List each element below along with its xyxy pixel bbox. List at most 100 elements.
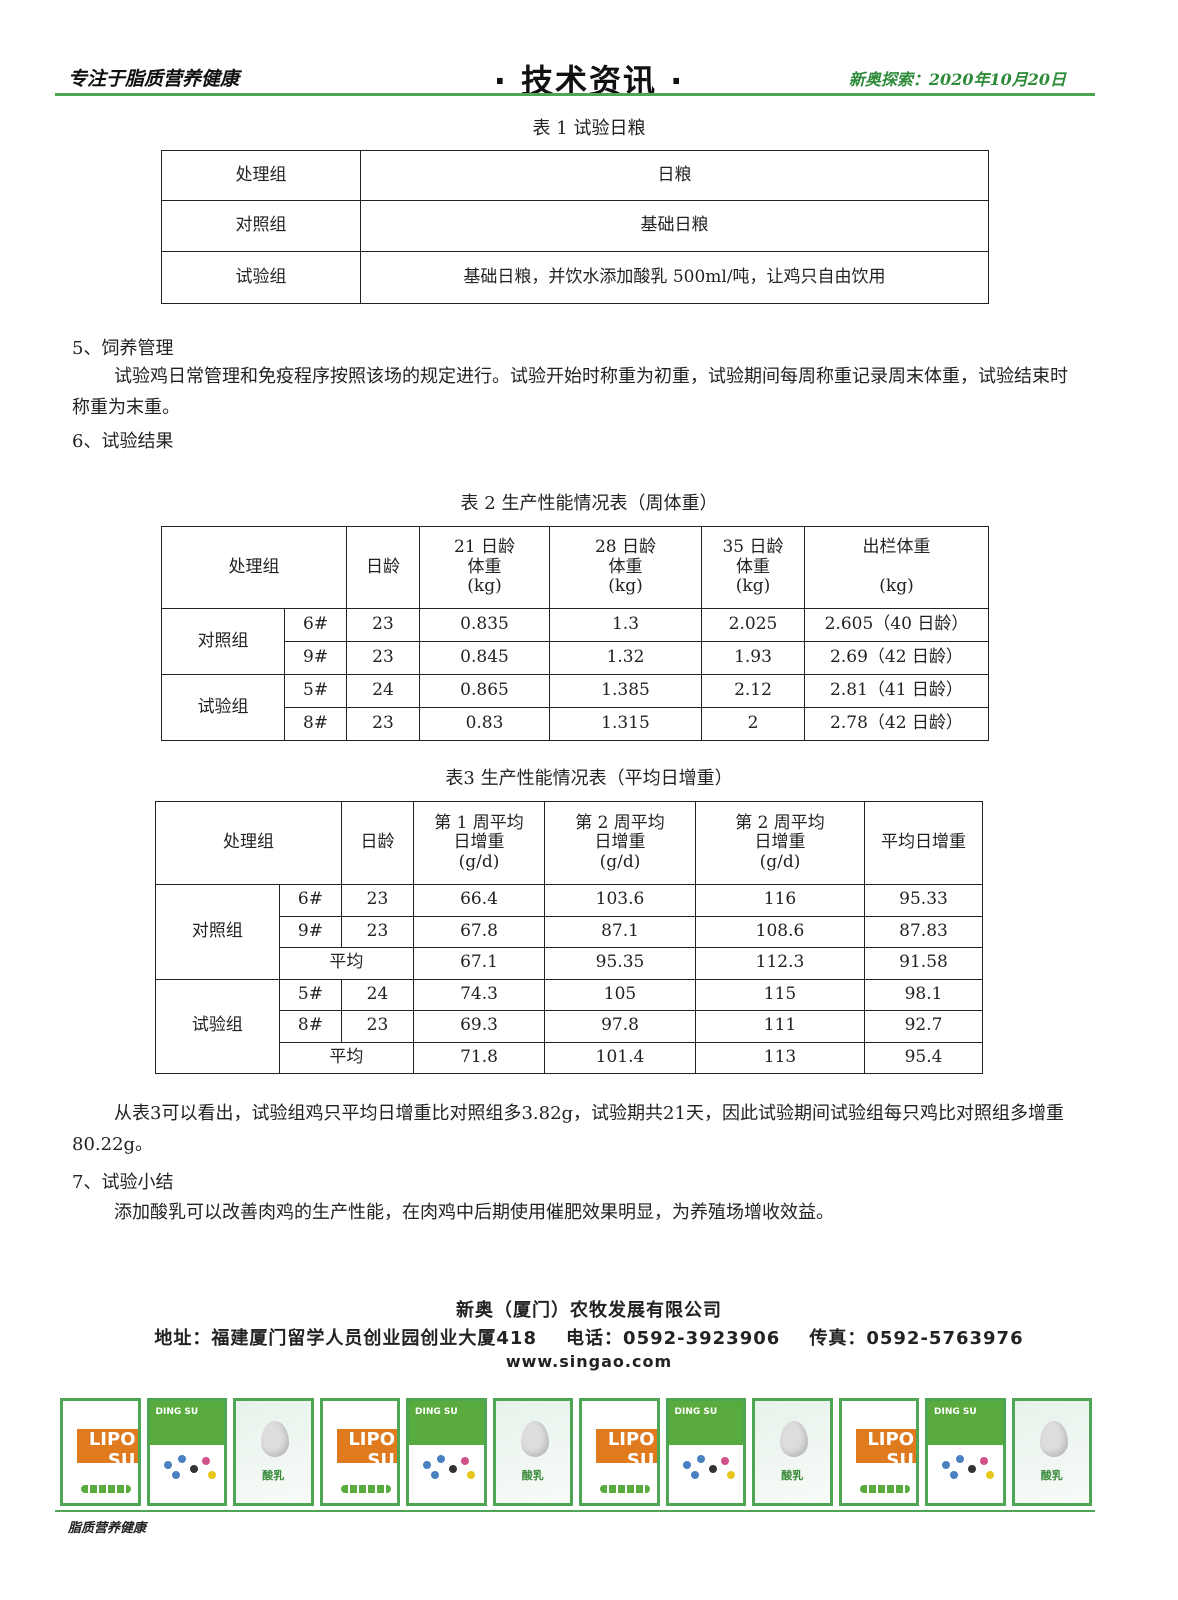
product-card-lipo: LIPO SU [60, 1398, 141, 1506]
table-cell: 67.1 [413, 947, 545, 980]
molecule-icon [682, 1461, 691, 1469]
header-divider [55, 93, 1095, 96]
table-cell: 2.12 [701, 674, 805, 708]
table1-cell: 基础日粮 [360, 200, 989, 252]
table-cell: 8# [284, 707, 347, 741]
table-row: 8# 23 69.3 97.8 111 92.7 [156, 1010, 983, 1043]
table-cell: 35 日龄 体重 (kg) [701, 526, 805, 609]
table-cell: 95.35 [544, 947, 696, 980]
product-logo: LIPO SU [596, 1429, 657, 1471]
decoration [340, 1485, 391, 1493]
decoration [81, 1485, 131, 1493]
table-cell: 67.8 [413, 915, 545, 948]
issue-date: 新奥探索：2020年10月20日 [848, 70, 1066, 89]
table-cell: 116 [695, 884, 865, 917]
molecule-icon [171, 1471, 180, 1479]
table1-header: 日粮 [360, 150, 989, 201]
table-row: 9# 23 67.8 87.1 108.6 87.83 [156, 915, 983, 948]
table-cell: 66.4 [413, 884, 545, 917]
table-cell: 23 [346, 641, 420, 675]
product-card-suanru: 酸乳 [1011, 1398, 1092, 1506]
molecule-icon [696, 1455, 705, 1463]
table-row: 试验组 5# 24 74.3 105 115 98.1 [155, 978, 983, 1074]
table-cell: 23 [346, 707, 420, 741]
table-cell: 105 [544, 978, 696, 1011]
table-cell: 1.3 [549, 608, 702, 642]
table-cell: 第 2 周平均 日增重 (g/d) [695, 801, 865, 885]
table-cell: 出栏体重 (kg) [804, 526, 989, 609]
conclusion-text: 从表3可以看出，试验组鸡只平均日增重比对照组多3.82g，试验期共21天，因此试… [72, 1103, 1064, 1155]
product-logo: 酸乳 [262, 1469, 285, 1482]
table-cell: 108.6 [695, 915, 865, 948]
product-logo: DING SU [668, 1401, 743, 1445]
molecule-icon [690, 1471, 699, 1479]
table-cell: 28 日龄 体重 (kg) [549, 526, 702, 609]
table-cell: 95.4 [864, 1041, 983, 1074]
table-header-row: 处理组 日龄第 1 周平均 日增重 (g/d) 第 2 周平均 日增重 (g/d) 第… [155, 801, 983, 885]
table-cell: 1.93 [701, 641, 805, 675]
product-card-lipo: LIPO SU [838, 1398, 919, 1506]
table-cell: 95.33 [864, 884, 983, 917]
product-logo: LIPO SU [336, 1429, 397, 1471]
table1-caption: 表 1 试验日粮 [532, 118, 646, 139]
table-cell: 113 [695, 1041, 865, 1074]
table-cell: 2.025 [701, 608, 805, 642]
table-cell: 97.8 [544, 1010, 696, 1043]
table-cell: 2.69（42 日龄） [804, 641, 989, 675]
table-cell: 92.7 [864, 1010, 983, 1043]
table-cell: 日龄 [346, 526, 420, 609]
company-website[interactable]: www.singao.com [505, 1352, 673, 1371]
table2: 处理组 日龄 21 日龄 体重 (kg) 28 日龄 体重 (kg) 35 日龄 体重 … [160, 526, 989, 741]
product-card-dingsu: DING SU [146, 1398, 227, 1506]
molecule-icon [207, 1471, 216, 1479]
molecule-icon [467, 1471, 475, 1479]
footer-slogan: 脂质营养健康 [68, 1521, 147, 1536]
table-cell: 6# [278, 884, 343, 917]
table3: 处理组 日龄第 1 周平均 日增重 (g/d) 第 2 周平均 日增重 (g/d) 第… [155, 801, 983, 1074]
table-cell: 1.385 [549, 674, 702, 708]
decoration [859, 1485, 910, 1493]
table-cell: 112.3 [695, 947, 865, 980]
decoration [600, 1485, 650, 1493]
table-cell: 1.32 [549, 641, 702, 675]
table-cell: 2.81（41 日龄） [804, 674, 989, 708]
product-card-dingsu: DING SU [925, 1398, 1006, 1506]
molecule-icon [950, 1471, 958, 1479]
table-cell: 24 [341, 978, 414, 1011]
table-cell: 对照组 [160, 608, 286, 675]
molecule-icon [980, 1457, 988, 1465]
molecule-icon [942, 1461, 950, 1469]
table-cell: 第 1 周平均 日增重 (g/d) [413, 801, 545, 885]
table-cell: 2.78（42 日龄） [804, 707, 989, 741]
table-cell: 6# [284, 608, 347, 642]
company-name: 新奥（厦门）农牧发展有限公司 [456, 1300, 722, 1321]
table-cell: 0.835 [419, 608, 550, 642]
table-cell: 日龄 [341, 801, 414, 885]
section6-title: 6、试验结果 [72, 431, 174, 452]
molecule-icon [423, 1461, 431, 1469]
molecule-icon [986, 1471, 994, 1479]
molecule-icon [726, 1471, 735, 1479]
table-cell: 69.3 [413, 1010, 545, 1043]
table-avg-row: 平均 67.1 95.35 112.3 91.58 [156, 947, 983, 980]
company-address: 地址：福建厦门留学人员创业园创业大厦418 电话：0592-3923906 传真… [154, 1328, 1024, 1349]
table-cell: 87.83 [864, 915, 983, 948]
molecule-icon [163, 1461, 172, 1469]
table-cell: 103.6 [544, 884, 696, 917]
table1-header: 处理组 [161, 150, 361, 201]
table-cell: 9# [278, 915, 343, 948]
table-cell: 2.605（40 日龄） [804, 608, 989, 642]
header-slogan: 专注于脂质营养健康 [68, 68, 240, 90]
table-header-row: 处理组 日龄 21 日龄 体重 (kg) 28 日龄 体重 (kg) 35 日龄 体重 … [161, 526, 989, 609]
product-logo: DING SU [149, 1401, 224, 1445]
table-cell: 24 [346, 674, 420, 708]
product-card-suanru: 酸乳 [752, 1398, 833, 1506]
table-cell: 5# [278, 978, 343, 1011]
section7-title: 7、试验小结 [72, 1172, 174, 1193]
molecule-icon [437, 1455, 445, 1463]
table1-cell: 试验组 [161, 251, 361, 304]
table1: 处理组 日粮 对照组 基础日粮 试验组 基础日粮，并饮水添加酸乳 500ml/吨，让鸡… [161, 150, 989, 304]
product-logo: DING SU [928, 1401, 1003, 1445]
table-cell: 5# [284, 674, 347, 708]
table-cell: 115 [695, 978, 865, 1011]
